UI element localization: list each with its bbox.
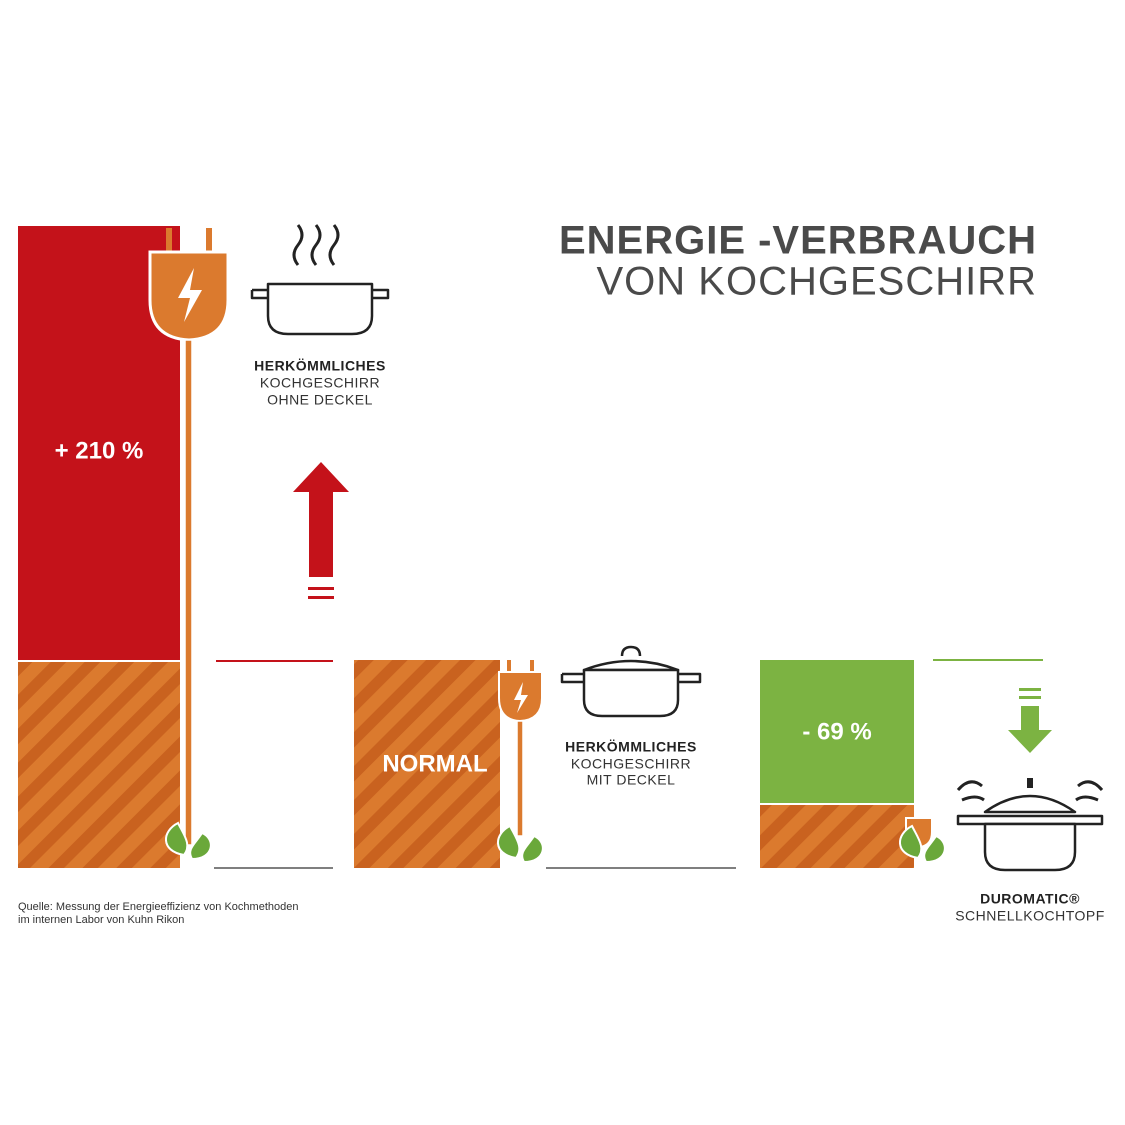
name-line: SCHNELLKOCHTOPF	[955, 908, 1105, 924]
source-line: im internen Labor von Kuhn Rikon	[18, 914, 184, 926]
base-bar	[18, 662, 180, 868]
green-bar	[760, 660, 914, 803]
pressure-cooker	[956, 778, 1104, 872]
base-bar	[354, 660, 500, 868]
value-label: + 210 %	[55, 437, 144, 464]
base-bar	[760, 805, 914, 868]
column-1: + 210 % HERKÖMMLICHES KOCHGESCHIRR OHNE …	[18, 224, 390, 869]
plug	[148, 228, 230, 860]
up-arrow	[293, 462, 349, 599]
pot-with-lid	[560, 645, 702, 718]
name-line: MIT DECKEL	[587, 772, 676, 788]
name-bold: DUROMATIC®	[980, 891, 1080, 907]
pot-no-lid	[250, 224, 390, 336]
name-bold: HERKÖMMLICHES	[254, 358, 386, 374]
title-line-1: ENERGIE -VERBRAUCH	[559, 219, 1037, 263]
name-bold: HERKÖMMLICHES	[565, 739, 697, 755]
source-line: Quelle: Messung der Energieeffizienz von…	[18, 901, 298, 913]
column-3: - 69 % DUROMATIC® SCHNELLKOCHTOPF	[760, 659, 1105, 924]
plug	[496, 660, 544, 863]
name-line: KOCHGESCHIRR	[571, 756, 691, 772]
column-2: NORMAL HERKÖMMLICHES KOCHGESCHIRR MIT DE…	[354, 645, 736, 869]
name-line: KOCHGESCHIRR	[260, 375, 380, 391]
value-label: - 69 %	[802, 718, 871, 745]
down-arrow	[1008, 688, 1052, 753]
value-label: NORMAL	[382, 750, 487, 777]
name-line: OHNE DECKEL	[267, 392, 373, 408]
title-line-2: VON KOCHGESCHIRR	[597, 260, 1038, 304]
plug	[898, 817, 946, 863]
